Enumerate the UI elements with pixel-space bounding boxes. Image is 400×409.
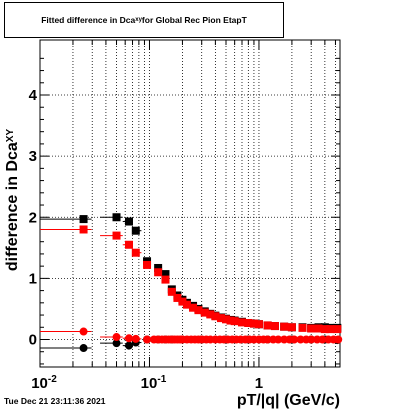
chart-title-subscript: xy (135, 17, 142, 23)
square-marker (112, 231, 121, 240)
square-marker (230, 317, 239, 326)
circle-marker (143, 335, 152, 344)
square-marker (131, 248, 140, 257)
square-marker (124, 217, 133, 226)
square-marker (237, 318, 246, 327)
square-marker (178, 297, 187, 306)
square-marker (167, 287, 176, 296)
square-marker (254, 320, 263, 329)
circle-marker (263, 335, 272, 344)
chart-title: Fitted difference in Dca xy for Global Re… (4, 2, 284, 38)
square-marker (200, 308, 209, 317)
square-marker (221, 315, 230, 324)
square-marker (206, 310, 215, 319)
square-marker (298, 323, 307, 332)
square-marker (326, 325, 335, 334)
square-marker (161, 270, 170, 279)
square-marker (79, 225, 88, 234)
square-marker (131, 226, 140, 235)
circle-marker (307, 335, 316, 344)
square-marker (189, 303, 198, 312)
square-marker (307, 324, 316, 333)
square-marker (182, 300, 191, 309)
timestamp: Tue Dec 21 23:11:36 2021 (4, 396, 106, 406)
circle-marker (112, 339, 121, 348)
square-marker (263, 321, 272, 330)
square-marker (194, 306, 203, 315)
square-marker (320, 325, 329, 334)
y-tick-label: 0 (29, 331, 37, 348)
square-marker (173, 293, 182, 302)
circle-marker (112, 333, 121, 342)
circle-marker (296, 335, 305, 344)
y-tick-label: 4 (29, 87, 38, 104)
square-marker (154, 268, 163, 277)
circle-marker (124, 341, 133, 350)
square-marker (287, 323, 296, 332)
error-bars (40, 216, 142, 349)
square-marker (161, 275, 170, 284)
circle-marker (274, 335, 283, 344)
circle-marker (131, 334, 140, 343)
circle-marker (79, 344, 88, 353)
chart-title-tail: for Global Rec Pion EtapT (141, 15, 247, 25)
circle-marker (334, 335, 343, 344)
circle-marker (290, 335, 299, 344)
square-marker (244, 318, 253, 327)
square-marker (154, 263, 163, 272)
grid-lines (39, 40, 340, 367)
square-marker (249, 319, 258, 328)
x-tick-label: 1 (255, 375, 263, 392)
square-marker (280, 322, 289, 331)
square-marker (211, 312, 220, 321)
square-marker (143, 260, 152, 269)
circle-marker (318, 335, 327, 344)
data-points (79, 213, 343, 353)
square-marker (124, 240, 133, 249)
square-marker (270, 322, 279, 331)
circle-marker (79, 327, 88, 336)
square-marker (333, 325, 342, 334)
chart-title-main: Fitted difference in Dca (41, 15, 136, 25)
tick-labels: 0 1 2 3 4 10-2 10-1 1 (29, 87, 263, 392)
x-axis-title: pT/|q| (GeV/c) (237, 392, 340, 409)
axis-ticks (39, 40, 340, 367)
plot-frame (39, 39, 341, 368)
y-tick-label: 1 (29, 270, 37, 287)
y-tick-label: 2 (29, 209, 37, 226)
square-marker (216, 314, 225, 323)
square-marker (79, 215, 88, 224)
square-marker (314, 324, 323, 333)
y-axis-title: difference in DcaXY (4, 129, 21, 272)
circle-marker (124, 334, 133, 343)
square-marker (226, 316, 235, 325)
x-tick-label: 10-1 (141, 374, 167, 392)
x-tick-label: 10-2 (31, 374, 57, 392)
square-marker (112, 213, 121, 222)
y-tick-label: 3 (29, 148, 37, 165)
